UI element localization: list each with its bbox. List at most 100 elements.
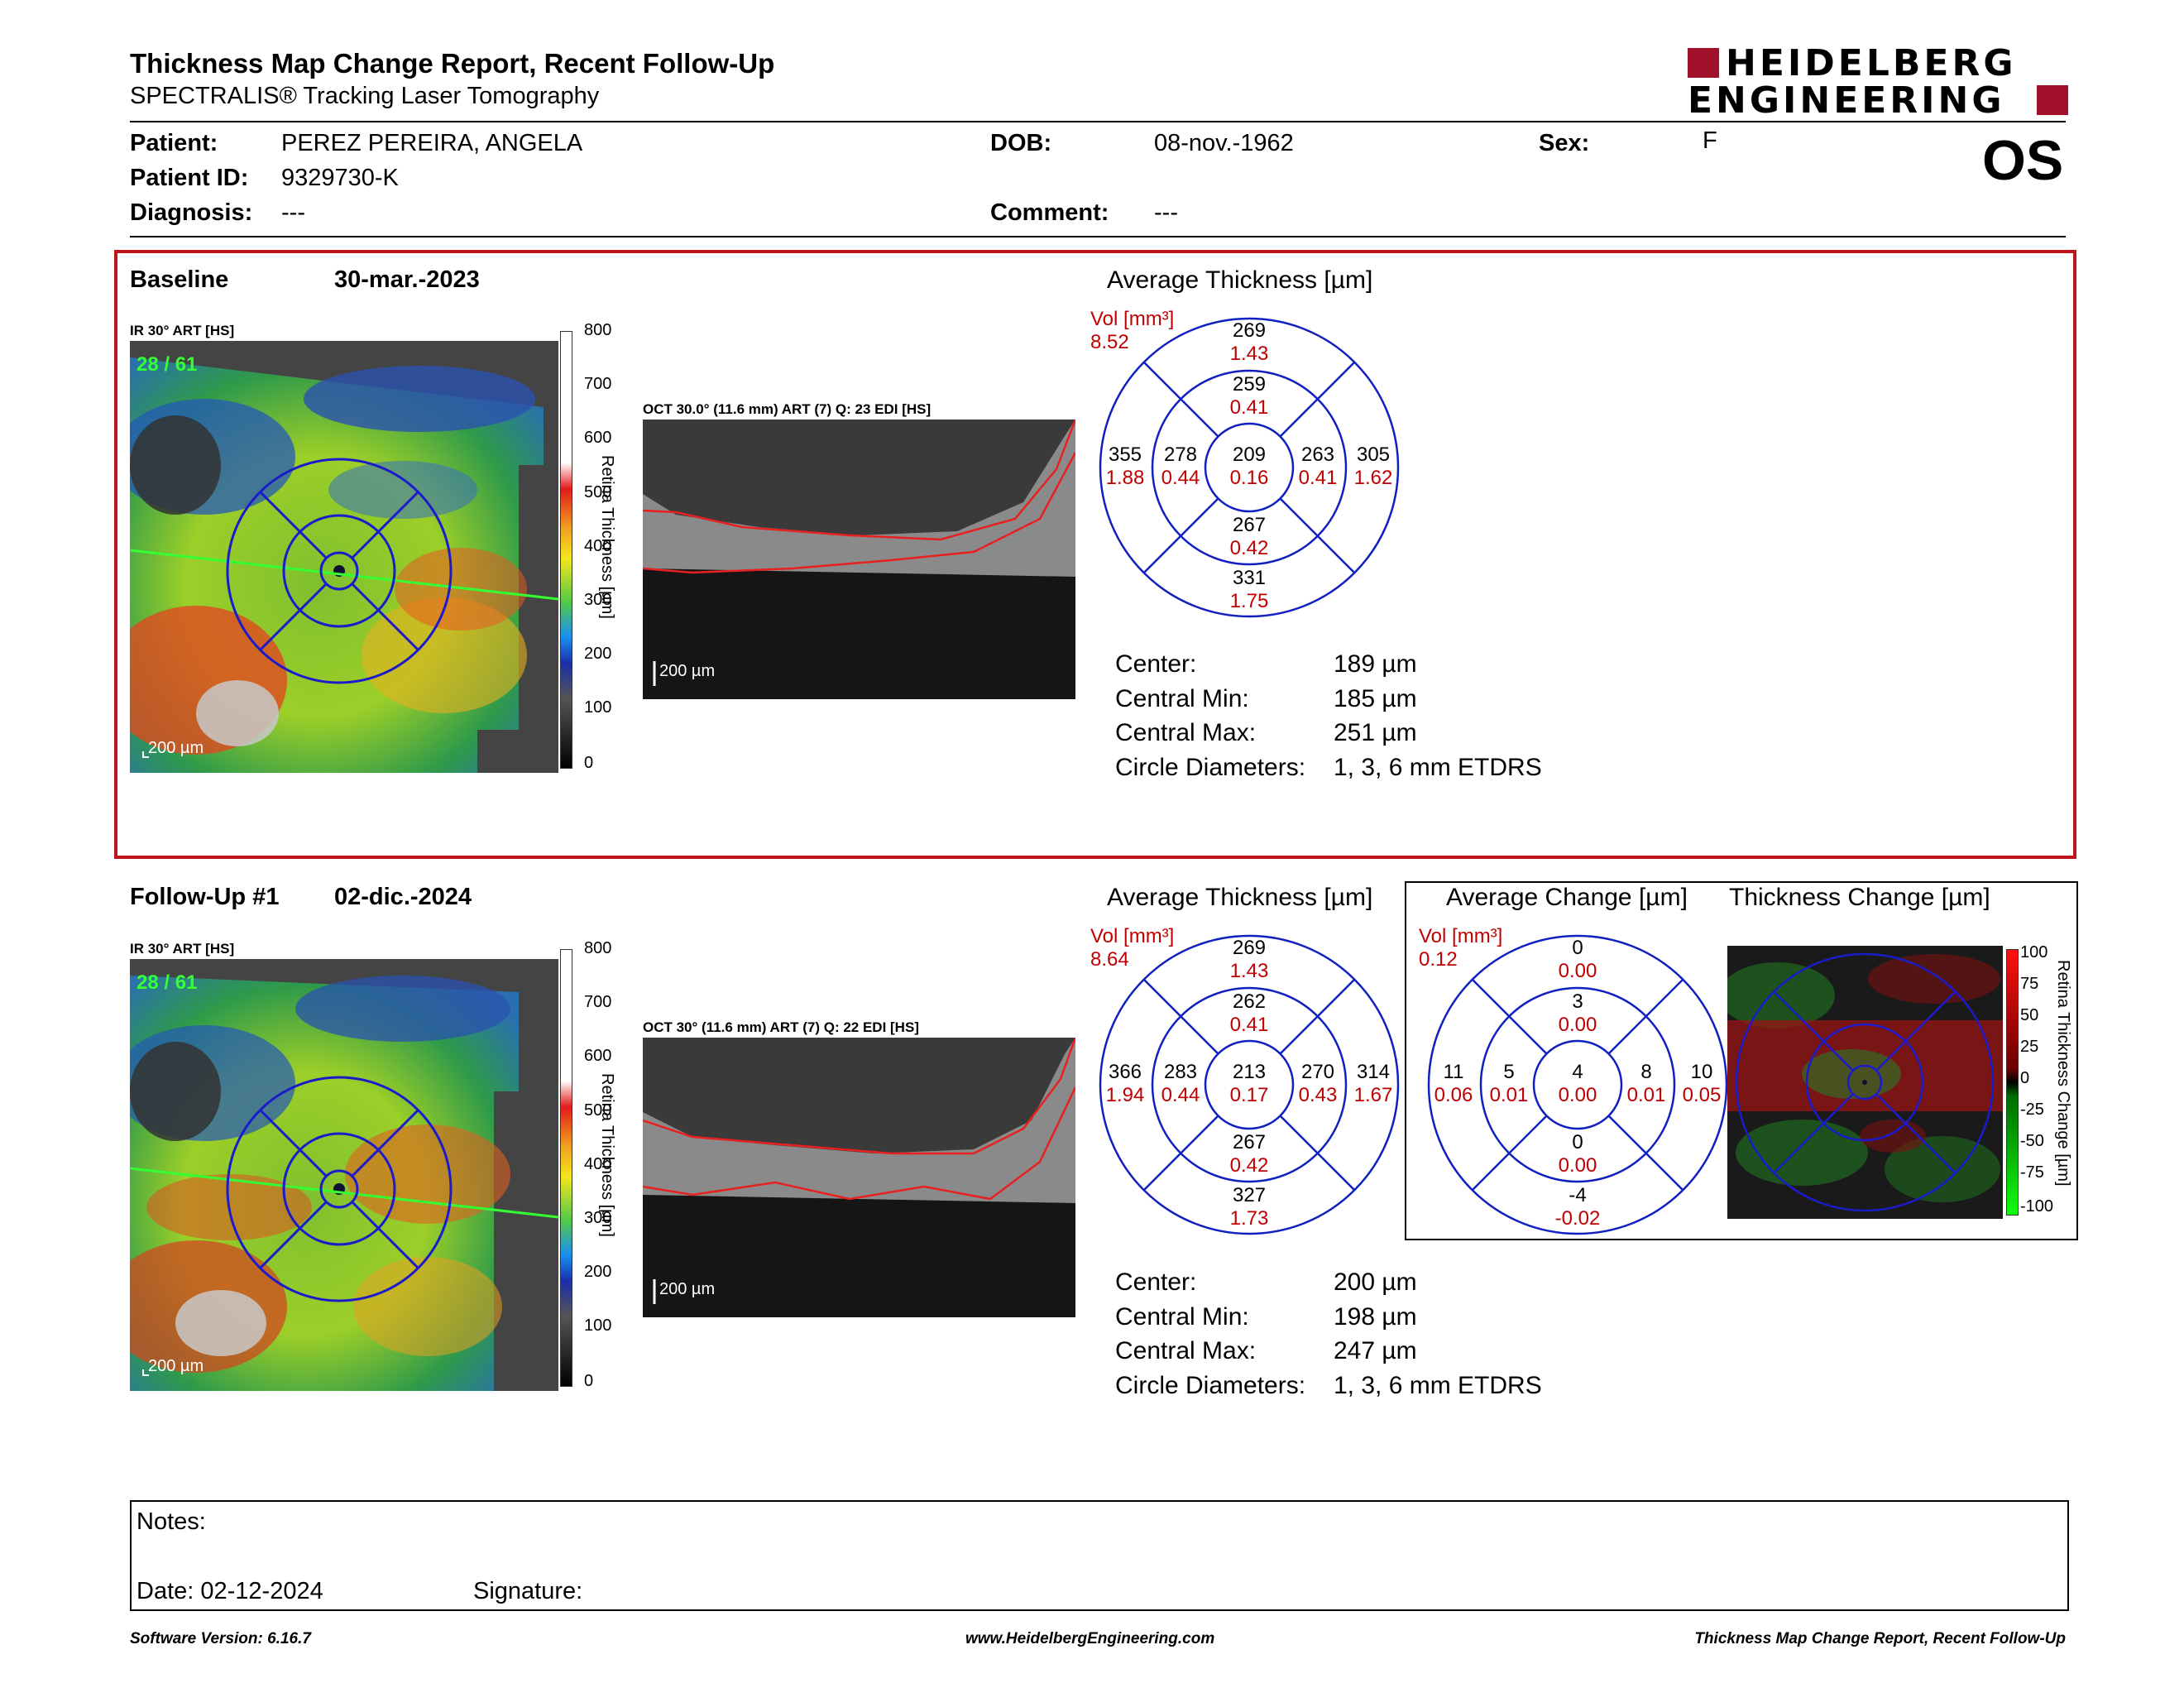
etdrs-inner-tmp: 283 xyxy=(1164,1061,1197,1083)
website-link[interactable]: www.HeidelbergEngineering.com xyxy=(965,1630,1215,1647)
followup-vol-label: Vol [mm³] xyxy=(1090,925,1175,947)
svg-text:0.05: 0.05 xyxy=(1683,1084,1722,1106)
svg-text:0.42: 0.42 xyxy=(1230,1154,1269,1177)
followup-vol-value: 8.64 xyxy=(1090,948,1129,971)
etdrs-outer-nas: 305 xyxy=(1357,444,1390,466)
etdrs-inner-inf: 267 xyxy=(1233,514,1266,536)
svg-text:0.01: 0.01 xyxy=(1490,1084,1529,1106)
followup-frame-counter: 28 / 61 xyxy=(136,971,197,994)
baseline-oct-caption: OCT 30.0° (11.6 mm) ART (7) Q: 23 EDI [H… xyxy=(643,401,932,417)
followup-thickness-map: 28 / 61 200 µm xyxy=(130,959,558,1391)
etdrs-outer-inf: -4 xyxy=(1569,1184,1586,1206)
baseline-date: 30-mar.-2023 xyxy=(334,266,480,293)
etdrs-inner-nas: 270 xyxy=(1301,1061,1334,1083)
report-subtitle: SPECTRALIS® Tracking Laser Tomography xyxy=(130,83,600,109)
etdrs-center: 209 xyxy=(1233,444,1266,466)
baseline-vol-label: Vol [mm³] xyxy=(1090,308,1175,330)
software-version: Software Version: 6.16.7 xyxy=(130,1630,311,1647)
patient-label: Patient: xyxy=(130,130,218,156)
etdrs-outer-nas: 10 xyxy=(1691,1061,1713,1083)
svg-text:0.00: 0.00 xyxy=(1559,960,1597,982)
etdrs-inner-tmp: 278 xyxy=(1164,444,1197,466)
baseline-etdrs-grid: 269 1.43 259 0.41 209 0.16 278 0.44 263 … xyxy=(1099,317,1400,618)
etdrs-center: 4 xyxy=(1572,1061,1583,1083)
change-colorbar xyxy=(2006,949,2019,1216)
svg-text:0.41: 0.41 xyxy=(1230,396,1269,419)
etdrs-inner-sup: 259 xyxy=(1233,373,1266,396)
followup-ir-scale: 200 µm xyxy=(148,1357,204,1375)
followup-date: 02-dic.-2024 xyxy=(334,884,472,910)
svg-text:1.67: 1.67 xyxy=(1354,1084,1393,1106)
followup-colorbar-title: Retina Thickness [µm] xyxy=(598,1073,616,1237)
followup-colorbar xyxy=(560,949,572,1387)
patient-id-label: Patient ID: xyxy=(130,165,249,191)
svg-text:0.01: 0.01 xyxy=(1627,1084,1666,1106)
etdrs-inner-inf: 267 xyxy=(1233,1131,1266,1153)
baseline-frame-counter: 28 / 61 xyxy=(136,353,197,376)
svg-text:1.94: 1.94 xyxy=(1106,1084,1145,1106)
baseline-avg-title: Average Thickness [µm] xyxy=(1107,266,1373,294)
followup-label: Follow-Up #1 xyxy=(130,884,280,910)
header-divider xyxy=(130,121,2066,122)
svg-text:0.44: 0.44 xyxy=(1161,467,1200,489)
svg-text:0.41: 0.41 xyxy=(1230,1014,1269,1036)
etdrs-outer-sup: 269 xyxy=(1233,937,1266,959)
svg-text:1.75: 1.75 xyxy=(1230,590,1269,612)
svg-text:0.17: 0.17 xyxy=(1230,1084,1269,1106)
baseline-vol-value: 8.52 xyxy=(1090,331,1129,353)
etdrs-inner-sup: 3 xyxy=(1572,990,1583,1013)
report-title: Thickness Map Change Report, Recent Foll… xyxy=(130,48,775,79)
comment-value: --- xyxy=(1154,199,1178,226)
notes-box[interactable]: Notes: Date: 02-12-2024 Signature: xyxy=(130,1500,2069,1611)
etdrs-inner-inf: 0 xyxy=(1572,1131,1583,1153)
baseline-colorbar xyxy=(560,331,572,769)
footer-report-name: Thickness Map Change Report, Recent Foll… xyxy=(1694,1630,2066,1647)
thickness-change-map xyxy=(1727,946,2003,1219)
thickness-change-title: Thickness Change [µm] xyxy=(1729,884,1990,911)
baseline-oct-scale: 200 µm xyxy=(659,662,715,680)
etdrs-inner-tmp: 5 xyxy=(1503,1061,1514,1083)
etdrs-outer-inf: 331 xyxy=(1233,567,1266,589)
baseline-thickness-map: 28 / 61 200 µm xyxy=(130,341,558,773)
eye-indicator: OS xyxy=(1982,129,2064,192)
diagnosis-label: Diagnosis: xyxy=(130,199,253,226)
svg-text:0.00: 0.00 xyxy=(1559,1154,1597,1177)
svg-text:0.43: 0.43 xyxy=(1299,1084,1338,1106)
change-colorbar-title: Retina Thickness Change [µm] xyxy=(2054,960,2072,1187)
etdrs-outer-tmp: 11 xyxy=(1444,1061,1464,1083)
followup-ir-caption: IR 30° ART [HS] xyxy=(130,941,235,957)
comment-label: Comment: xyxy=(990,199,1109,226)
sex-value: F xyxy=(1703,127,1717,154)
change-panel xyxy=(1405,881,2078,1240)
followup-etdrs-grid: 269 1.43 262 0.41 213 0.17 283 0.44 270 … xyxy=(1099,934,1400,1235)
baseline-panel xyxy=(114,250,2076,859)
etdrs-inner-nas: 263 xyxy=(1301,444,1334,466)
baseline-ir-scale: 200 µm xyxy=(148,739,204,757)
patient-id: 9329730-K xyxy=(281,165,399,191)
followup-oct-caption: OCT 30° (11.6 mm) ART (7) Q: 22 EDI [HS] xyxy=(643,1019,919,1035)
etdrs-outer-tmp: 366 xyxy=(1109,1061,1142,1083)
svg-text:1.88: 1.88 xyxy=(1106,467,1145,489)
change-vol-label: Vol [mm³] xyxy=(1419,925,1503,947)
svg-text:-0.02: -0.02 xyxy=(1555,1207,1601,1230)
svg-text:0.00: 0.00 xyxy=(1559,1014,1597,1036)
baseline-colorbar-title: Retina Thickness [µm] xyxy=(598,455,616,619)
etdrs-outer-sup: 269 xyxy=(1233,319,1266,342)
etdrs-center: 213 xyxy=(1233,1061,1266,1083)
followup-oct-scan: 200 µm xyxy=(643,1038,1075,1317)
followup-oct-scale: 200 µm xyxy=(659,1280,715,1298)
patient-name: PEREZ PEREIRA, ANGELA xyxy=(281,130,583,156)
svg-text:1.43: 1.43 xyxy=(1230,343,1269,365)
etdrs-outer-nas: 314 xyxy=(1357,1061,1390,1083)
svg-text:0.41: 0.41 xyxy=(1299,467,1338,489)
avg-change-title: Average Change [µm] xyxy=(1446,884,1688,911)
svg-text:0.00: 0.00 xyxy=(1559,1084,1597,1106)
etdrs-inner-nas: 8 xyxy=(1640,1061,1651,1083)
baseline-oct-scan: 200 µm xyxy=(643,420,1075,699)
notes-label: Notes: xyxy=(136,1508,206,1535)
etdrs-outer-tmp: 355 xyxy=(1109,444,1142,466)
svg-text:0.16: 0.16 xyxy=(1230,467,1269,489)
etdrs-outer-sup: 0 xyxy=(1572,937,1583,959)
etdrs-inner-sup: 262 xyxy=(1233,990,1266,1013)
baseline-ir-caption: IR 30° ART [HS] xyxy=(130,323,235,338)
